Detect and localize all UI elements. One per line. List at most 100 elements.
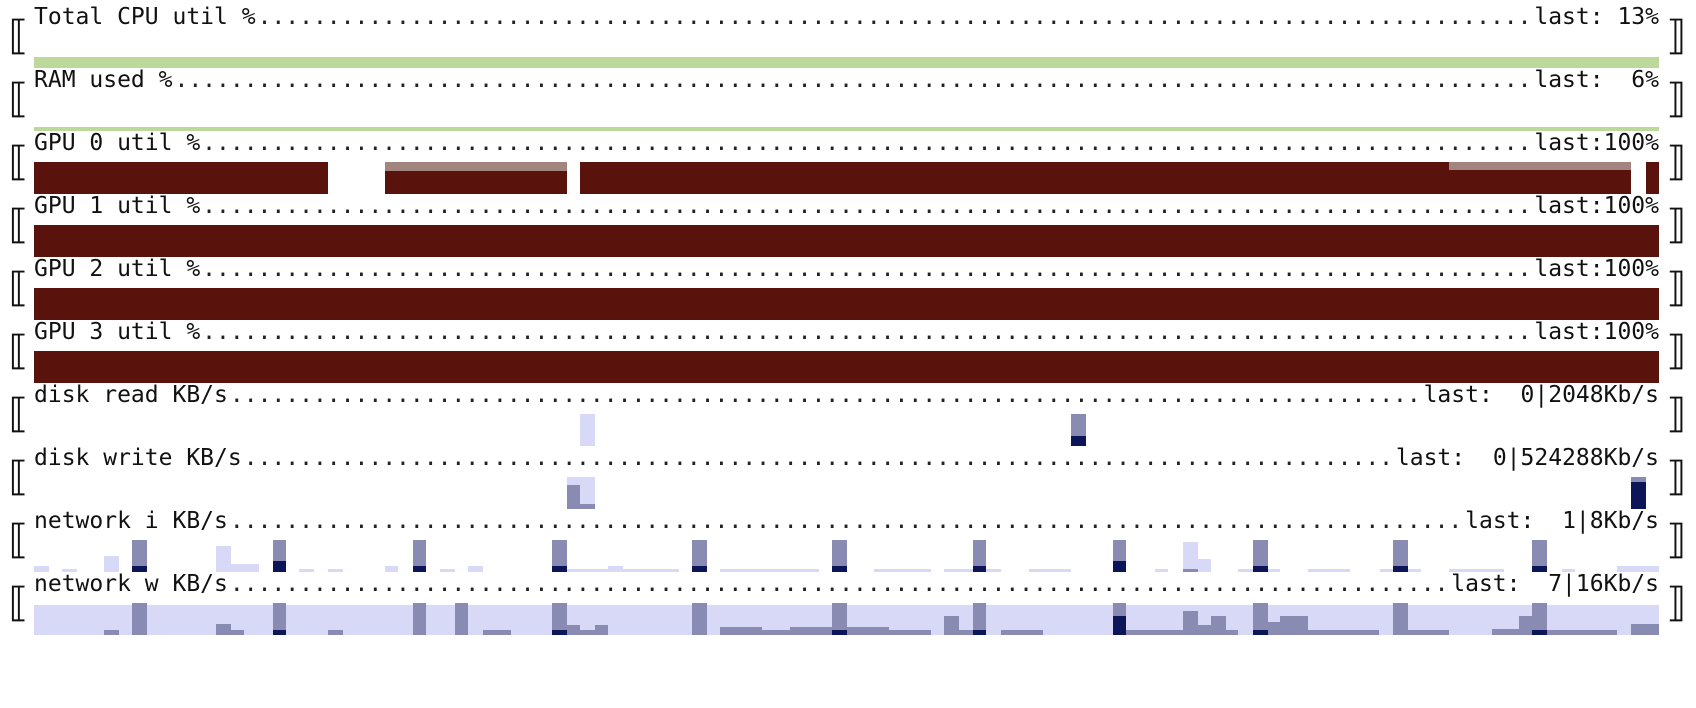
usage-bar [1126, 630, 1183, 635]
panel-header: disk write KB/s.........................… [34, 445, 1659, 471]
usage-bar [1393, 603, 1408, 635]
leader-dots: ........................................… [202, 193, 1533, 219]
leader-dots: ........................................… [229, 508, 1463, 534]
usage-bar [34, 351, 1659, 383]
usage-bar [1071, 436, 1086, 446]
usage-bar [216, 624, 231, 635]
leader-dots: ........................................… [202, 130, 1533, 156]
sparkline-plot [34, 351, 1659, 385]
right-bracket: ⟧ [1664, 391, 1689, 437]
panel-gpu0: ⟦ ⟧ GPU 0 util %..........................… [0, 130, 1696, 198]
sparkline-plot [34, 414, 1659, 448]
usage-bar [552, 603, 567, 635]
panel-ram: ⟦ ⟧ RAM used %............................… [0, 67, 1696, 135]
usage-bar [413, 540, 426, 572]
right-bracket: ⟧ [1664, 13, 1689, 59]
usage-bar [567, 485, 580, 509]
usage-bar [567, 569, 608, 572]
last-value: 100% [1603, 130, 1659, 156]
panel-title: GPU 1 util % [34, 193, 201, 219]
usage-bar [1113, 561, 1126, 572]
usage-bar [1253, 566, 1268, 572]
usage-bar [1393, 540, 1408, 572]
sparkline-plot [34, 225, 1659, 259]
usage-bar [385, 171, 567, 194]
usage-bar [1492, 629, 1520, 635]
panel-title: network i KB/s [34, 508, 228, 534]
usage-bar [595, 625, 608, 635]
last-value: 100% [1603, 256, 1659, 282]
usage-bar [1532, 630, 1547, 635]
usage-bar [1532, 603, 1547, 635]
usage-bar [1253, 540, 1268, 572]
leader-dots: ........................................… [243, 445, 1394, 471]
last-label: last: [1534, 193, 1604, 219]
usage-bar [1029, 569, 1071, 572]
left-bracket: ⟦ [6, 13, 31, 59]
usage-bar [580, 504, 595, 509]
usage-bar [299, 569, 314, 572]
last-label: last: [1534, 67, 1604, 93]
usage-bar [832, 566, 847, 572]
usage-bar [413, 603, 426, 635]
usage-bar [1113, 616, 1126, 635]
usage-bar [34, 162, 328, 194]
usage-bar [1253, 630, 1268, 635]
usage-bar [692, 603, 707, 635]
usage-bar [1532, 540, 1547, 572]
usage-bar [385, 566, 398, 572]
usage-bar [1646, 162, 1659, 194]
usage-bar [1225, 630, 1238, 635]
usage-bar [1001, 630, 1043, 635]
leader-dots: ........................................… [257, 4, 1533, 30]
usage-bar [1519, 616, 1532, 635]
usage-bar [1631, 482, 1646, 509]
sparkline-plot [34, 540, 1659, 574]
usage-bar [1407, 630, 1449, 635]
panel-header: GPU 3 util %............................… [34, 319, 1659, 345]
last-label: last: [1534, 319, 1604, 345]
usage-bar [552, 540, 567, 572]
panel-header: GPU 1 util %............................… [34, 193, 1659, 219]
usage-bar [1183, 611, 1198, 635]
usage-bar [132, 566, 147, 572]
panel-header: RAM used %..............................… [34, 67, 1659, 93]
usage-bar [104, 556, 119, 572]
last-value: 13% [1603, 4, 1659, 30]
usage-bar [832, 603, 847, 635]
usage-bar [1211, 616, 1226, 635]
leader-dots: ........................................… [229, 571, 1449, 597]
usage-bar [608, 566, 623, 572]
usage-bar [1547, 630, 1617, 635]
leader-dots: ........................................… [202, 256, 1533, 282]
last-label: last: [1451, 571, 1521, 597]
usage-bar [216, 546, 231, 572]
panel-title: disk read KB/s [34, 382, 228, 408]
leader-dots: ........................................… [202, 319, 1533, 345]
panel-title: GPU 3 util % [34, 319, 201, 345]
panel-cpu: ⟦ ⟧ Total CPU util %......................… [0, 4, 1696, 72]
panel-disk_write: ⟦ ⟧ disk write KB/s.......................… [0, 445, 1696, 513]
last-label: last: [1534, 4, 1604, 30]
usage-bar [580, 630, 595, 635]
last-value: 1|8Kb/s [1534, 508, 1659, 534]
usage-bar [692, 540, 707, 572]
usage-bar [1631, 624, 1659, 635]
usage-bar [273, 630, 286, 635]
usage-bar [567, 625, 580, 635]
usage-bar [1198, 559, 1211, 572]
usage-bar [455, 603, 468, 635]
panel-header: network i KB/s..........................… [34, 508, 1659, 534]
left-bracket: ⟦ [6, 391, 31, 437]
usage-bar [483, 630, 511, 635]
usage-bar [832, 630, 847, 635]
usage-bar [552, 566, 567, 572]
panel-title: network w KB/s [34, 571, 228, 597]
usage-bar [34, 566, 49, 572]
panel-disk_read: ⟦ ⟧ disk read KB/s........................… [0, 382, 1696, 450]
usage-bar [973, 630, 986, 635]
right-bracket: ⟧ [1664, 202, 1689, 248]
usage-bar [832, 540, 847, 572]
panel-title: RAM used % [34, 67, 173, 93]
usage-bar [944, 569, 1001, 572]
